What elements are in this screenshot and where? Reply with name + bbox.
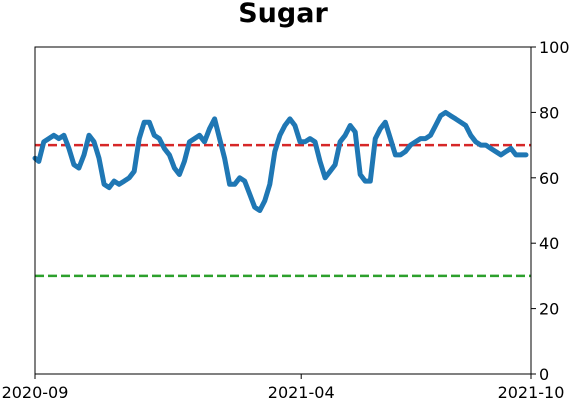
y-tick-label: 80: [539, 103, 559, 122]
series-line-0: [32, 109, 529, 213]
x-tick-label: 2021-10: [498, 383, 565, 402]
y-tick-label: 100: [539, 38, 570, 57]
y-tick-label: 20: [539, 300, 559, 319]
x-tick-label: 2020-09: [2, 383, 69, 402]
x-tick-label: 2021-04: [268, 383, 335, 402]
y-tick-label: 0: [539, 365, 549, 384]
y-tick-label: 60: [539, 169, 559, 188]
plot-frame: [34, 46, 532, 375]
chart-title: Sugar: [238, 0, 328, 29]
y-tick-label: 40: [539, 234, 559, 253]
